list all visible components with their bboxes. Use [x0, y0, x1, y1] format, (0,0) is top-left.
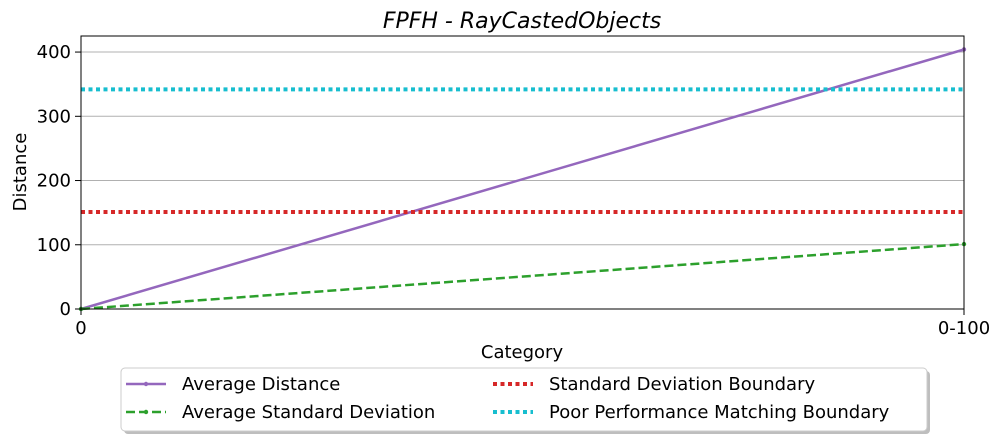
series-lines [78, 47, 967, 312]
legend: Average Distance Average Standard Deviati… [120, 367, 930, 434]
legend-marker [143, 409, 149, 415]
legend-box [120, 367, 928, 432]
x-axis-label: Category [481, 342, 564, 363]
legend-label: Average Distance [182, 374, 340, 395]
x-tick-label: 0-100 [938, 318, 990, 339]
legend-marker [143, 381, 149, 387]
y-tick-label: 0 [60, 299, 71, 320]
legend-items: Average Distance Average Standard Deviati… [126, 374, 890, 423]
y-tick-label: 400 [37, 42, 71, 63]
series-line [80, 48, 965, 311]
legend-label: Standard Deviation Boundary [549, 374, 815, 395]
y-axis-label: Distance [10, 133, 31, 212]
chart-title: FPFH - RayCastedObjects [383, 9, 661, 34]
grid-lines [81, 51, 964, 246]
legend-label: Average Standard Deviation [182, 402, 435, 423]
legend-label: Poor Performance Matching Boundary [549, 402, 890, 423]
series-line [80, 242, 965, 311]
y-tick-label: 100 [37, 235, 71, 256]
y-axis-ticks: 0 100 200 300 400 [37, 42, 81, 320]
y-tick-label: 200 [37, 171, 71, 192]
y-tick-label: 300 [37, 106, 71, 127]
x-tick-label: 0 [75, 318, 86, 339]
plot-frame [80, 35, 965, 310]
x-axis-ticks: 0 0-100 [75, 309, 990, 339]
